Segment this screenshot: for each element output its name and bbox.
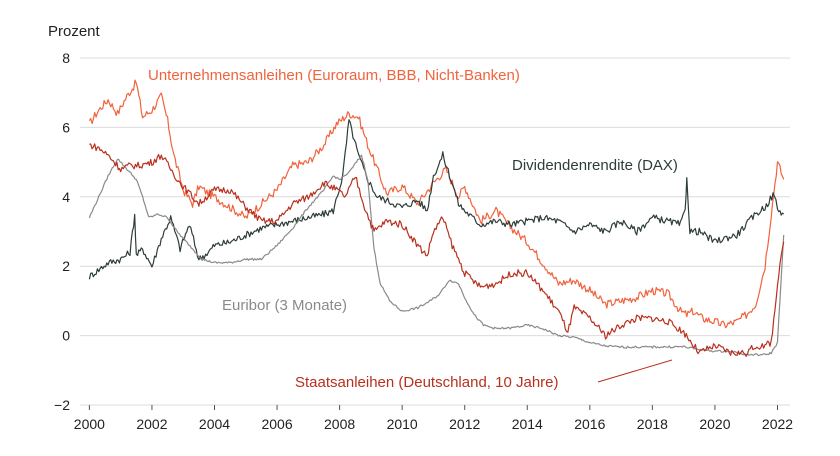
- y-tick-label: 4: [62, 189, 70, 205]
- x-tick-label: 2022: [762, 416, 793, 432]
- series-line-dividendenrendite: [88, 119, 785, 280]
- label-dividendenrendite: Dividendenrendite (DAX): [512, 157, 678, 174]
- label-euribor: Euribor (3 Monate): [222, 297, 347, 314]
- y-tick-label: 6: [62, 119, 70, 135]
- series-line-euribor: [88, 154, 785, 357]
- y-tick-label: 8: [62, 50, 70, 66]
- x-tick-label: 2012: [449, 416, 480, 432]
- label-staatsanleihen: Staatsanleihen (Deutschland, 10 Jahre): [295, 374, 559, 391]
- x-tick-label: 2016: [574, 416, 605, 432]
- x-tick-label: 2010: [387, 416, 418, 432]
- series-line-unternehmensanleihen: [88, 79, 785, 329]
- gridlines: [80, 57, 790, 406]
- y-tick-label: 2: [62, 258, 70, 274]
- series-line-staatsanleihen: [89, 143, 785, 357]
- x-tick-label: 2008: [324, 416, 355, 432]
- y-axis-ticks: −2 0 2 4 6 8: [54, 50, 70, 413]
- label-unternehmensanleihen: Unternehmensanleihen (Euroraum, BBB, Nic…: [148, 67, 520, 84]
- staatsanleihen-leader-line: [597, 359, 673, 383]
- x-tick-label: 2000: [74, 416, 105, 432]
- y-axis-label: Prozent: [48, 23, 101, 40]
- series-labels: Unternehmensanleihen (Euroraum, BBB, Nic…: [148, 67, 678, 391]
- y-tick-label: −2: [54, 397, 70, 413]
- x-tick-label: 2006: [261, 416, 292, 432]
- x-tick-label: 2014: [512, 416, 543, 432]
- series-lines: [88, 79, 785, 357]
- x-tick-label: 2004: [199, 416, 230, 432]
- x-axis-ticks: 2000 2002 2004 2006 2008 2010 2012 2014 2016 2018…: [74, 405, 793, 432]
- x-tick-label: 2020: [699, 416, 730, 432]
- x-tick-label: 2002: [136, 416, 167, 432]
- x-tick-label: 2018: [637, 416, 668, 432]
- y-tick-label: 0: [62, 328, 70, 344]
